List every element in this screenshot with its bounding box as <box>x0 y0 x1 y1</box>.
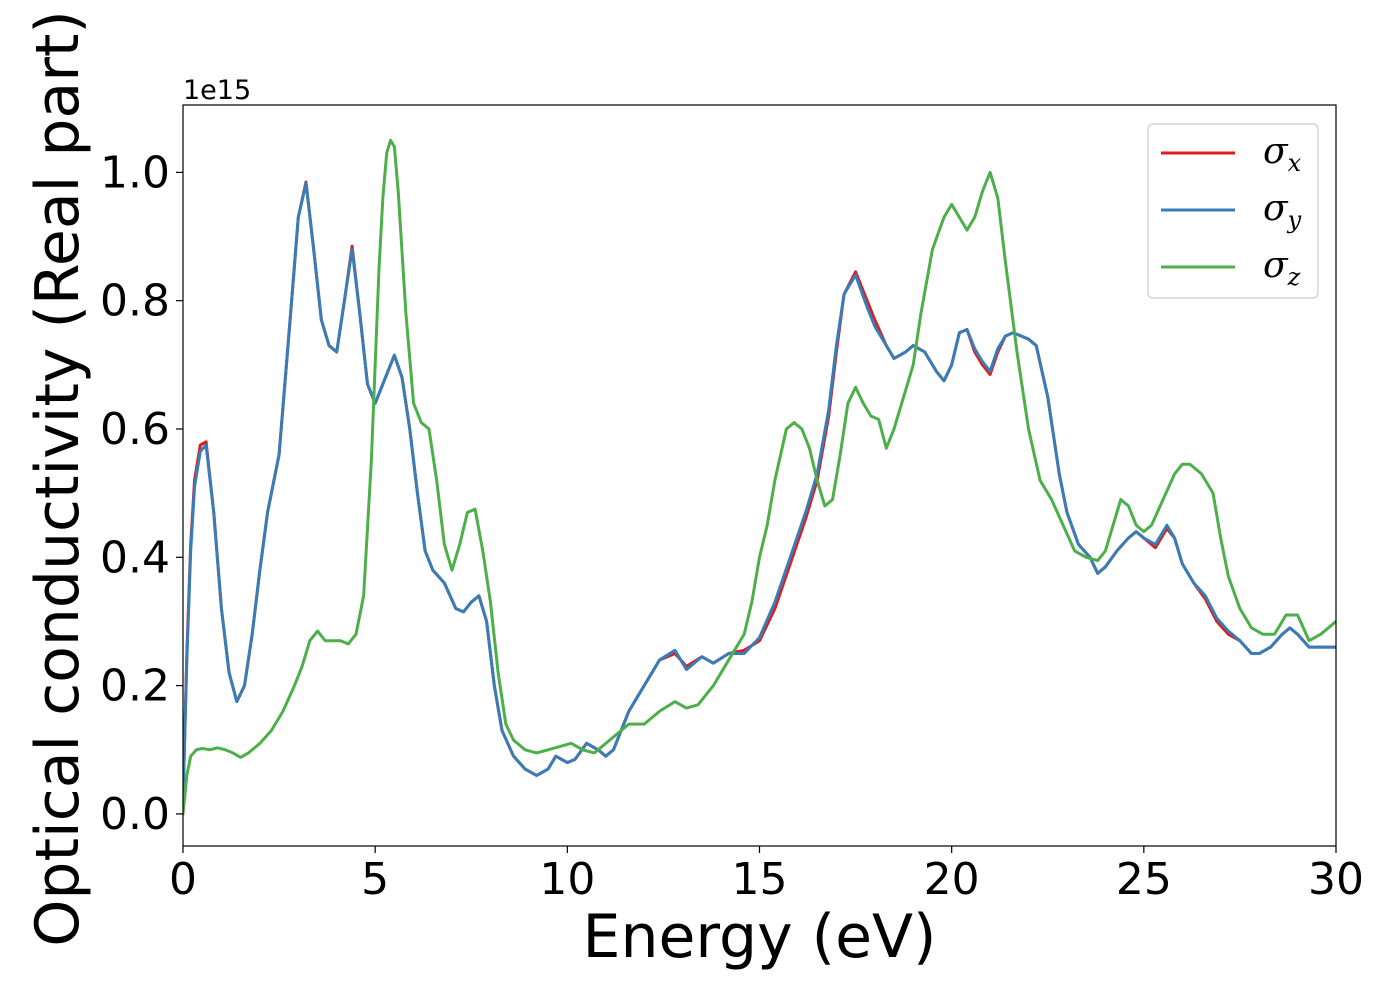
series-line-z <box>183 138 1336 816</box>
y-axis-ticks: 0.0 0.2 0.4 0.6 0.8 1.0 <box>100 147 183 840</box>
y-tick-label: 1.0 <box>100 147 170 198</box>
y-axis-offset-label: 1e15 <box>183 75 251 106</box>
legend-label-y: σy <box>1263 188 1302 234</box>
series-line-y <box>183 181 1336 803</box>
y-tick-label: 0.6 <box>100 404 170 455</box>
y-tick-label: 0.8 <box>100 276 170 327</box>
y-tick-label: 0.2 <box>100 661 170 712</box>
x-tick-label: 10 <box>539 854 595 905</box>
x-tick-label: 20 <box>924 854 980 905</box>
x-tick-label: 5 <box>361 854 389 905</box>
x-tick-label: 30 <box>1308 854 1364 905</box>
legend: σx σy σz <box>1147 123 1319 299</box>
y-tick-label: 0.4 <box>100 532 170 583</box>
series-lines <box>183 138 1336 816</box>
legend-label-z: σz <box>1263 245 1301 291</box>
legend-label-x: σx <box>1263 131 1302 177</box>
x-axis-title: Energy (eV) <box>583 902 937 972</box>
x-tick-label: 15 <box>732 854 788 905</box>
y-axis-title: Optical conductivity (Real part) <box>23 10 93 947</box>
x-axis-ticks: 0 5 10 15 20 25 30 <box>169 846 1364 905</box>
x-tick-label: 0 <box>169 854 197 905</box>
x-tick-label: 25 <box>1116 854 1172 905</box>
y-tick-label: 0.0 <box>100 789 170 840</box>
